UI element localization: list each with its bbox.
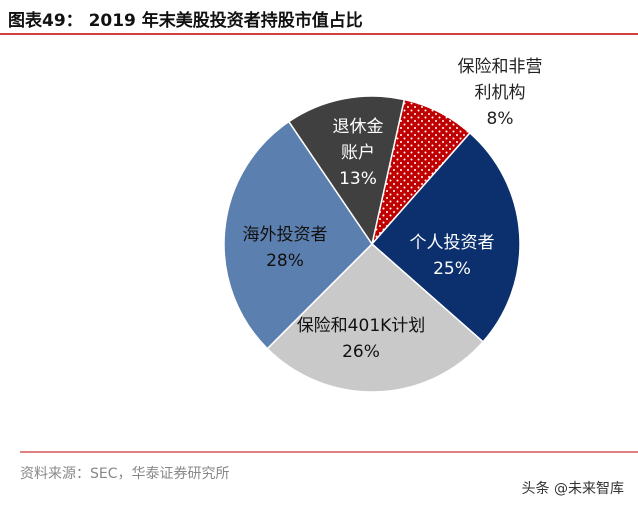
chart-title: 图表49： 2019 年末美股投资者持股市值占比 [8,11,363,31]
pie-slice [223,120,373,350]
watermark: 头条 @未来智库 [521,481,624,497]
value-label: 26% [342,342,380,362]
category-label: 保险和401K计划 [296,316,426,336]
value-label: 25% [433,259,471,279]
pie-slice [370,131,521,343]
pie-slice [266,242,485,393]
slice-label: 保险和401K计划 26% [296,313,426,365]
slice-label: 个人投资者 25% [402,230,502,282]
category-label: 退休金账户 [332,117,384,163]
category-label: 保险和非营利机构 [457,57,543,103]
value-label: 13% [339,169,377,189]
pie-slice [287,95,406,246]
slice-label: 退休金账户 13% [329,114,387,192]
value-label: 28% [266,251,304,271]
value-label: 8% [486,109,514,129]
category-label: 海外投资者 [242,225,328,245]
slice-label: 保险和非营利机构 8% [455,54,545,132]
slice-label: 海外投资者 28% [230,222,340,274]
category-label: 个人投资者 [409,233,495,253]
source-note: 资料来源：SEC，华泰证券研究所 [20,466,230,482]
